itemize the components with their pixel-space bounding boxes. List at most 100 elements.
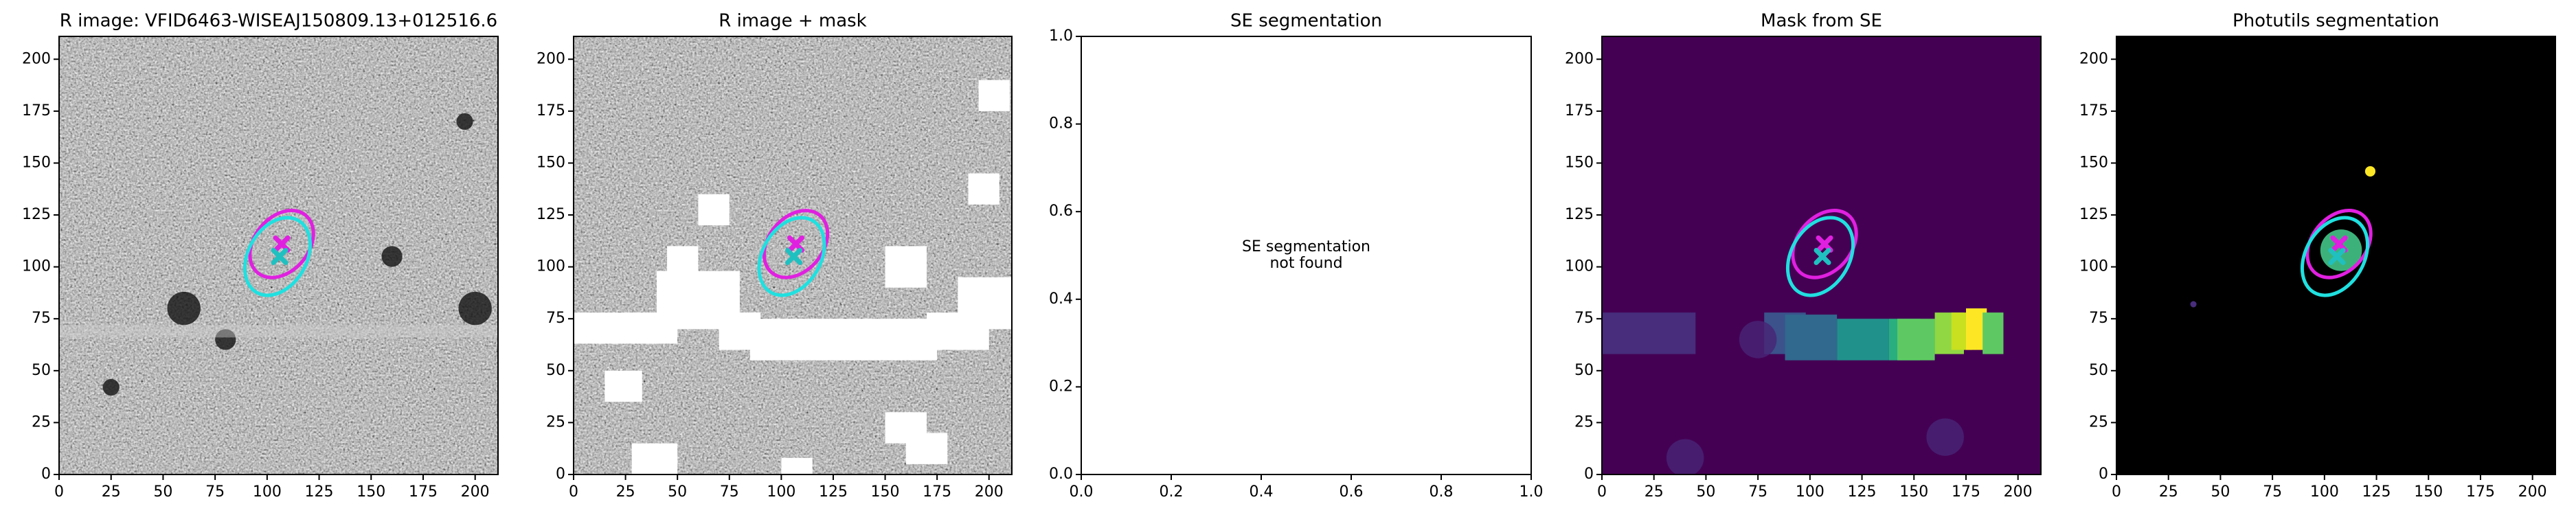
panel-title: R image: VFID6463-WISEAJ150809.13+012516… (60, 11, 497, 32)
x-tick-label: 100 (1796, 483, 1824, 501)
center-marker (271, 248, 289, 266)
x-tick-label: 0.2 (1160, 483, 1184, 501)
aperture-ellipse (762, 209, 830, 279)
mask-block (781, 457, 813, 474)
x-tick-label: 150 (357, 483, 385, 501)
mask-block (958, 277, 1012, 330)
y-tick-label: 0.2 (1049, 378, 1073, 395)
annotation: not found (1269, 255, 1342, 272)
y-tick-label: 50 (1574, 362, 1594, 379)
mask-block (885, 246, 927, 288)
segment (1739, 321, 1777, 358)
panel: R image + mask 0 25 50 75 100 125 150 175 200 0 25 5… (536, 11, 1013, 501)
x-tick-label: 175 (409, 483, 438, 501)
y-tick-label: 175 (22, 102, 51, 119)
y-tick-label: 200 (22, 50, 51, 67)
axes-frame (58, 36, 499, 475)
x-tick-label: 100 (2310, 483, 2339, 501)
y-tick-label: 0 (1584, 466, 1594, 483)
y-tick-label: 150 (1565, 154, 1594, 171)
x-tick-label: 175 (1952, 483, 1980, 501)
x-tick-label: 125 (2362, 483, 2391, 501)
panel: R image: VFID6463-WISEAJ150809.13+012516… (22, 11, 499, 501)
y-tick-label: 200 (1565, 50, 1594, 67)
y-tick-label: 0.4 (1049, 290, 1073, 308)
x-tick-label: 125 (1848, 483, 1877, 501)
y-tick-label: 50 (546, 362, 565, 379)
y-tick-label: 125 (22, 206, 51, 223)
y-tick-label: 0 (2099, 466, 2108, 483)
x-tick-label: 0.6 (1340, 483, 1364, 501)
segment (1897, 319, 1935, 360)
x-tick-label: 200 (2518, 483, 2547, 501)
x-tick-label: 150 (871, 483, 900, 501)
mask-block (750, 319, 938, 360)
x-tick-label: 50 (668, 483, 687, 501)
axes-frame (1081, 36, 1532, 475)
y-tick-label: 75 (2089, 310, 2108, 327)
aperture-ellipse (1785, 216, 1855, 297)
x-tick-label: 0.8 (1430, 483, 1454, 501)
x-tick-label: 175 (923, 483, 951, 501)
x-tick-label: 0 (2112, 483, 2121, 501)
x-tick-label: 0.0 (1070, 483, 1094, 501)
y-tick-label: 50 (32, 362, 51, 379)
x-tick-label: 50 (153, 483, 172, 501)
y-tick-label: 0.8 (1049, 115, 1073, 133)
x-tick-label: 0 (54, 483, 64, 501)
x-tick-label: 0 (569, 483, 578, 501)
y-tick-label: 25 (2089, 413, 2108, 431)
y-tick-label: 125 (1565, 206, 1594, 223)
segment (1666, 439, 1704, 474)
y-tick-label: 25 (1574, 413, 1594, 431)
x-tick-label: 75 (2263, 483, 2282, 501)
y-tick-label: 1.0 (1049, 27, 1073, 45)
y-tick-label: 125 (2079, 206, 2108, 223)
panel-title: SE segmentation (1230, 11, 1382, 32)
x-tick-label: 125 (819, 483, 848, 501)
aperture-ellipse (242, 216, 313, 297)
dark-source (167, 291, 201, 325)
x-tick-label: 50 (2211, 483, 2230, 501)
segment (1785, 314, 1838, 360)
dark-source (458, 291, 492, 325)
y-tick-label: 175 (2079, 102, 2108, 119)
panel-title: Photutils segmentation (2233, 11, 2439, 32)
axes-frame (573, 36, 1013, 475)
x-tick-label: 75 (205, 483, 225, 501)
mask-block (698, 194, 730, 226)
y-tick-label: 25 (546, 413, 565, 431)
mask-block (667, 246, 699, 277)
x-tick-label: 100 (767, 483, 795, 501)
segment (2364, 165, 2376, 177)
x-tick-label: 1.0 (1519, 483, 1544, 501)
y-tick-label: 150 (2079, 154, 2108, 171)
annotation: SE segmentation (1242, 238, 1370, 255)
panel-title: R image + mask (719, 11, 867, 32)
y-tick-label: 150 (536, 154, 565, 171)
y-tick-label: 100 (1565, 258, 1594, 275)
aperture-ellipse (1791, 209, 1858, 279)
segment (1982, 312, 2004, 354)
x-tick-label: 0.4 (1250, 483, 1274, 501)
axes-frame (1601, 36, 2042, 475)
x-tick-label: 25 (102, 483, 121, 501)
x-tick-label: 25 (2159, 483, 2178, 501)
panel: Mask from SE 0 25 50 75 100 125 150 175 200 0 25 50 7… (1565, 11, 2042, 501)
y-tick-label: 175 (536, 102, 565, 119)
x-tick-label: 100 (253, 483, 282, 501)
segment (1837, 319, 1889, 360)
segment (1602, 312, 1696, 354)
y-tick-label: 100 (536, 258, 565, 275)
x-tick-label: 25 (616, 483, 635, 501)
y-tick-label: 125 (536, 206, 565, 223)
x-tick-label: 75 (720, 483, 739, 501)
mask-block (631, 443, 678, 474)
mask-block (978, 80, 1010, 111)
y-tick-label: 200 (536, 50, 565, 67)
center-marker (2328, 248, 2346, 266)
aperture-ellipse (2300, 216, 2370, 297)
y-tick-label: 150 (22, 154, 51, 171)
